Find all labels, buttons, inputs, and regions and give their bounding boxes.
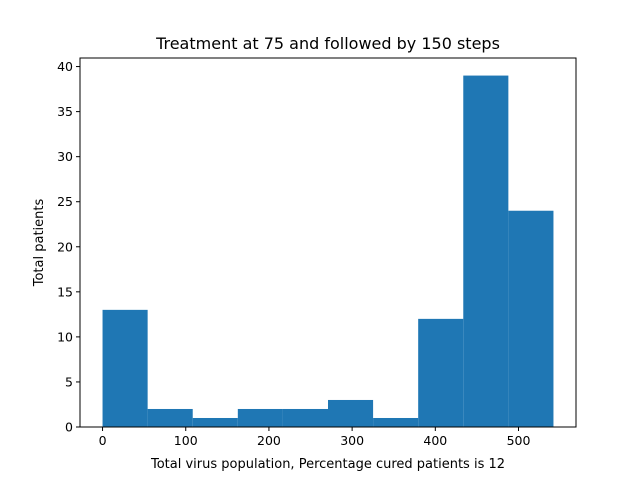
x-ticks-group: 0 100 200 300 400 500: [99, 427, 531, 448]
y-tick-label: 5: [65, 374, 73, 389]
y-tick-label: 30: [57, 149, 73, 164]
y-tick-label: 0: [65, 420, 73, 435]
y-tick-label: 40: [57, 59, 73, 74]
x-tick-label: 300: [340, 433, 364, 448]
plot-frame: [79, 57, 577, 428]
histogram-bar: [237, 408, 283, 427]
y-tick-label: 25: [57, 194, 73, 209]
y-ticks-group: 0 5 10 15 20 25 30 35 40: [57, 59, 80, 435]
histogram-bar: [508, 210, 554, 427]
histogram-bar: [373, 417, 419, 427]
y-tick-label: 10: [57, 329, 73, 344]
x-tick-label: 100: [174, 433, 198, 448]
histogram-bar: [147, 408, 193, 427]
histogram-bar: [282, 408, 328, 427]
y-axis-label: Total patients: [32, 199, 47, 288]
x-tick-label: 500: [507, 433, 531, 448]
y-tick-label: 15: [57, 284, 73, 299]
x-tick-label: 400: [423, 433, 447, 448]
histogram-bar: [192, 417, 238, 427]
x-axis-label: Total virus population, Percentage cured…: [150, 457, 505, 472]
histogram-bar: [418, 318, 464, 427]
chart-title: Treatment at 75 and followed by 150 step…: [155, 34, 500, 53]
x-tick-label: 0: [99, 433, 107, 448]
histogram-bar: [463, 75, 509, 428]
bars-group: [102, 75, 554, 428]
x-tick-label: 200: [257, 433, 281, 448]
histogram-bar: [328, 399, 374, 427]
y-tick-label: 20: [57, 239, 73, 254]
y-tick-label: 35: [57, 104, 73, 119]
histogram-bar: [102, 309, 148, 427]
